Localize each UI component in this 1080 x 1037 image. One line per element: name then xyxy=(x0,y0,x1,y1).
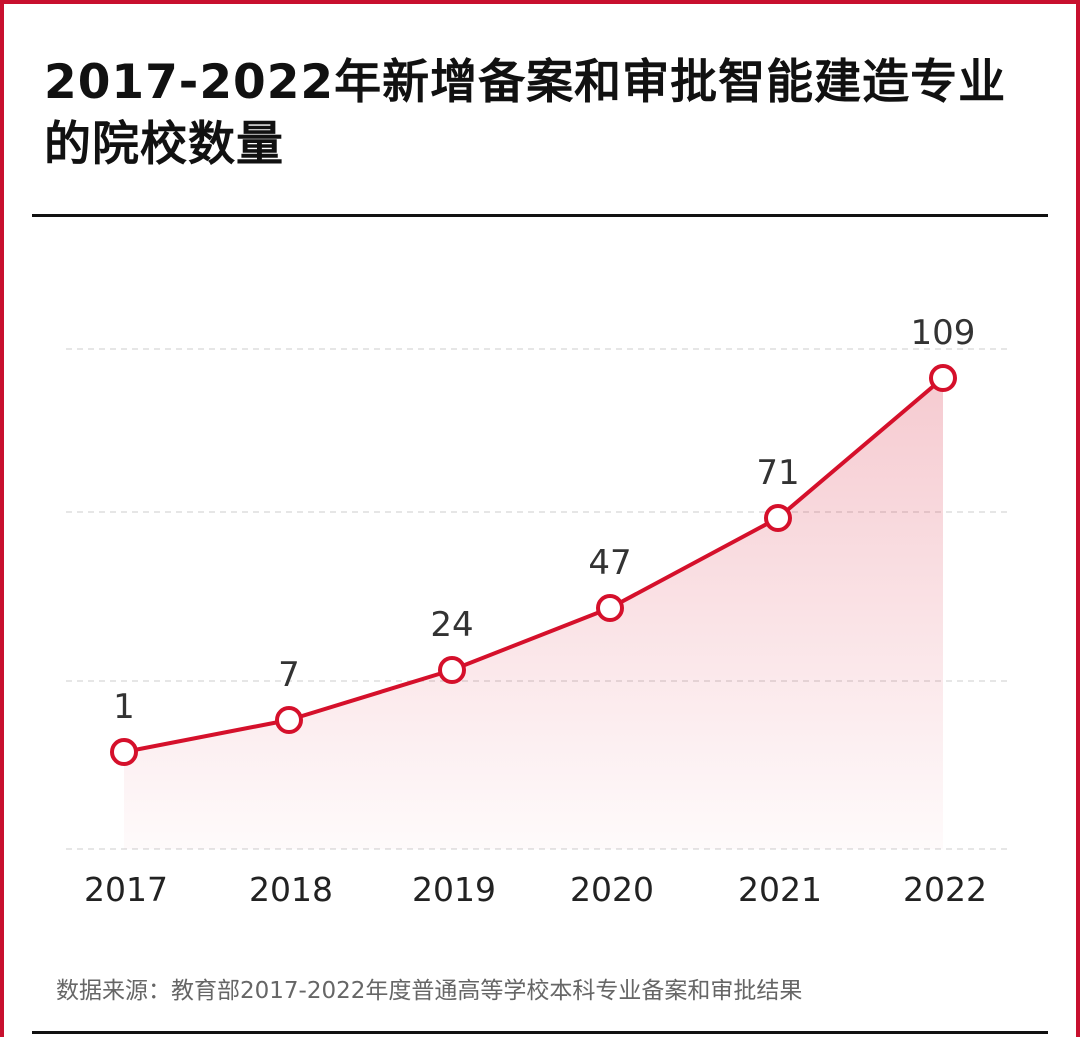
line-chart: 1 7 24 47 71 109 2017 2018 2019 2020 2021 2022 xyxy=(66,313,1012,909)
data-label: 71 xyxy=(756,453,799,493)
x-tick-label: 2021 xyxy=(738,870,822,909)
title-divider xyxy=(32,214,1048,217)
data-point xyxy=(275,706,303,734)
data-label: 24 xyxy=(430,605,473,645)
chart-title: 2017-2022年新增备案和审批智能建造专业的院校数量 xyxy=(44,55,1007,172)
x-tick-label: 2022 xyxy=(903,870,987,909)
data-label: 1 xyxy=(113,687,135,727)
data-label: 7 xyxy=(278,655,300,695)
data-point xyxy=(929,364,957,392)
data-source: 数据来源：教育部2017-2022年度普通高等学校本科专业备案和审批结果 xyxy=(56,978,803,1004)
footer-divider xyxy=(32,1031,1048,1034)
series-line xyxy=(123,376,945,754)
data-point xyxy=(596,594,624,622)
data-point xyxy=(110,738,138,766)
area-fill xyxy=(124,378,943,849)
data-label: 47 xyxy=(588,543,631,583)
x-tick-label: 2018 xyxy=(249,870,333,909)
x-tick-label: 2017 xyxy=(84,870,168,909)
x-tick-label: 2020 xyxy=(570,870,654,909)
data-point xyxy=(438,656,466,684)
data-point xyxy=(764,504,792,532)
data-label: 109 xyxy=(911,313,976,353)
x-tick-label: 2019 xyxy=(412,870,496,909)
